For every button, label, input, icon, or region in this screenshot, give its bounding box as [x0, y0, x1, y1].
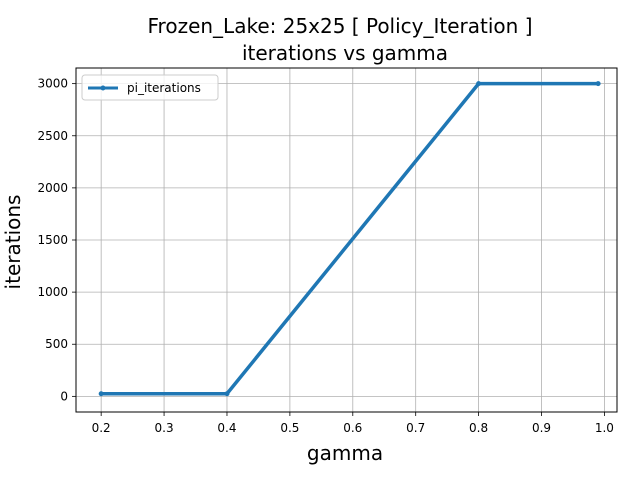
x-tick-label: 0.4 — [217, 421, 236, 435]
y-tick-label: 3000 — [37, 77, 68, 91]
y-tick-label: 2500 — [37, 129, 68, 143]
x-tick-label: 0.6 — [343, 421, 362, 435]
x-tick-label: 0.5 — [280, 421, 299, 435]
data-point — [595, 81, 601, 87]
x-tick-label: 0.2 — [92, 421, 111, 435]
legend-box — [81, 74, 219, 101]
y-ticks: 0 500 1000 1500 2000 2500 3000 — [37, 77, 76, 403]
x-tick-label: 0.8 — [469, 421, 488, 435]
y-tick-label: 500 — [45, 337, 68, 351]
x-axis-label: gamma — [307, 441, 383, 465]
legend: pi_iterations — [81, 74, 219, 101]
x-tick-label: 1.0 — [595, 421, 614, 435]
grid — [76, 68, 617, 412]
x-ticks: 0.2 0.3 0.4 0.5 0.6 0.7 0.8 0.9 1.0 — [92, 412, 614, 435]
data-point — [224, 391, 230, 397]
series-layer — [98, 81, 601, 397]
series-line-pi_iterations — [101, 81, 599, 396]
data-point — [476, 81, 482, 87]
y-axis-label: iterations — [1, 195, 25, 290]
legend-point-marker — [100, 85, 106, 91]
data-point — [98, 391, 104, 397]
legend-label: pi_iterations — [127, 81, 201, 95]
y-tick-label: 1500 — [37, 233, 68, 247]
y-tick-label: 1000 — [37, 285, 68, 299]
y-tick-label: 0 — [60, 389, 68, 403]
y-tick-label: 2000 — [37, 181, 68, 195]
x-tick-label: 0.7 — [406, 421, 425, 435]
x-tick-label: 0.9 — [532, 421, 551, 435]
chart-title-line-1: Frozen_Lake: 25x25 [ Policy_Iteration ] — [148, 14, 533, 38]
x-tick-label: 0.3 — [155, 421, 174, 435]
chart-title-line-2: iterations vs gamma — [242, 41, 448, 65]
